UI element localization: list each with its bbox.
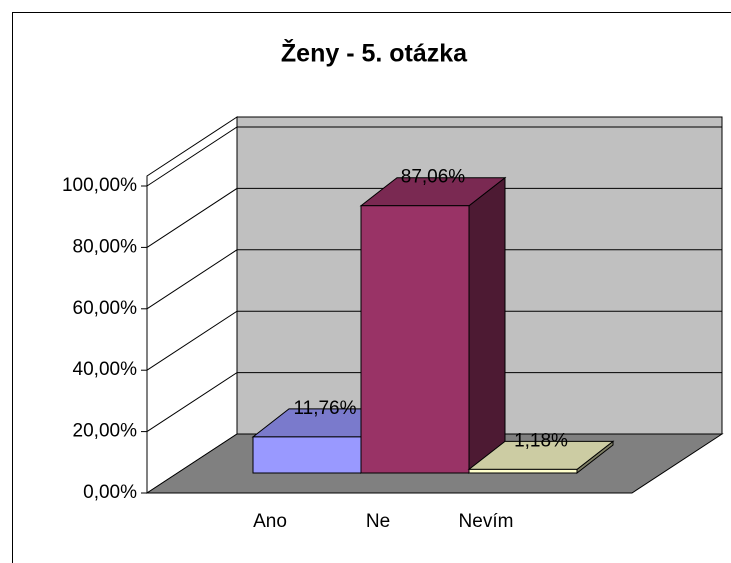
y-tick-label: 20,00% [73,421,138,442]
y-tick-label: 40,00% [73,359,138,380]
x-tick-label: Ano [253,511,287,532]
value-label: 87,06% [401,167,466,188]
value-label: 11,76% [293,398,356,419]
chart-title: Ženy - 5. otázka [281,38,468,68]
bar [359,176,507,475]
grid-line [146,249,722,310]
grid-line [146,126,722,187]
y-tick-label: 60,00% [73,298,138,319]
x-tick-label: Ne [366,511,390,532]
side-wall [146,116,238,494]
bar-front [252,436,362,474]
bar [467,440,615,475]
x-tick-label: Nevím [459,511,514,532]
y-tick-label: 80,00% [73,236,138,257]
grid-line [146,310,722,371]
bar-side [468,176,506,475]
bar-front [360,205,470,474]
y-tick-label: 100,00% [62,175,137,196]
value-label: 1,18% [514,430,568,451]
y-tick-label: 0,00% [83,482,137,503]
grid-line [146,372,722,433]
grid-line [146,187,722,248]
bar-front [468,468,578,474]
